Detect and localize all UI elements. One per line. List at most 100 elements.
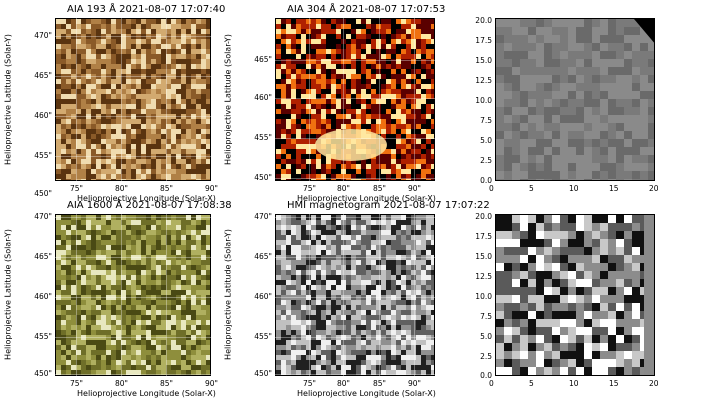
- x-tick-label: 90": [205, 184, 218, 193]
- y-tick-label: 2.5: [480, 156, 492, 165]
- grid-line: [55, 116, 211, 117]
- image-panel: [55, 18, 211, 181]
- x-tick-label: 90": [408, 379, 421, 388]
- grid-line: [55, 374, 211, 375]
- panel-title: AIA 304 Å 2021-08-07 17:07:53: [287, 4, 446, 15]
- y-tick-label: 470": [34, 31, 52, 40]
- y-tick-label: 2.5: [480, 352, 492, 361]
- grid-line: [55, 76, 211, 77]
- grid-line: [343, 18, 344, 181]
- grid-line: [55, 156, 211, 157]
- grid-line: [275, 257, 435, 258]
- x-tick-label: 5: [529, 379, 534, 388]
- grid-line: [275, 217, 435, 218]
- grid-line: [414, 214, 415, 376]
- grid-line: [76, 214, 77, 376]
- grid-line: [275, 138, 435, 139]
- x-tick-label: 80": [115, 379, 128, 388]
- y-tick-label: 460": [254, 292, 272, 301]
- grid-line: [55, 36, 211, 37]
- x-tick-label: 10: [569, 379, 579, 388]
- grid-line: [55, 217, 211, 218]
- y-tick-label: 465": [34, 252, 52, 261]
- image-texture: [56, 215, 210, 375]
- image-texture: [56, 19, 210, 180]
- y-tick-label: 15.0: [475, 56, 492, 65]
- x-tick-label: 5: [529, 184, 534, 193]
- y-tick-label: 17.5: [475, 232, 492, 241]
- x-tick-label: 0: [489, 379, 494, 388]
- x-axis-label: Helioprojective Longitude (Solar-X): [297, 194, 436, 203]
- y-axis-label: Helioprojective Latitude (Solar-Y): [3, 229, 13, 360]
- panel-title: AIA 193 Å 2021-08-07 17:07:40: [67, 4, 226, 15]
- y-tick-label: 12.5: [475, 272, 492, 281]
- y-tick-label: 10.0: [475, 292, 492, 301]
- x-tick-label: 15: [609, 379, 619, 388]
- y-tick-label: 455": [34, 151, 52, 160]
- y-tick-label: 455": [254, 332, 272, 341]
- grid-line: [275, 60, 435, 61]
- y-tick-label: 450": [34, 369, 52, 378]
- y-tick-label: 465": [34, 71, 52, 80]
- y-tick-label: 465": [254, 55, 272, 64]
- y-tick-label: 10.0: [475, 96, 492, 105]
- x-tick-label: 75": [70, 379, 83, 388]
- y-tick-label: 470": [34, 212, 52, 221]
- image-panel: [495, 18, 655, 181]
- x-tick-label: 75": [303, 379, 316, 388]
- x-tick-label: 85": [373, 184, 386, 193]
- image-panel: [495, 214, 655, 376]
- x-tick-label: 75": [303, 184, 316, 193]
- x-axis-label: Helioprojective Longitude (Solar-X): [77, 389, 216, 398]
- grid-line: [166, 214, 167, 376]
- x-tick-label: 85": [160, 184, 173, 193]
- x-tick-label: 80": [337, 184, 350, 193]
- y-tick-label: 12.5: [475, 76, 492, 85]
- y-tick-label: 15.0: [475, 252, 492, 261]
- y-tick-label: 465": [254, 252, 272, 261]
- y-tick-label: 450": [254, 173, 272, 182]
- grid-line: [76, 18, 77, 181]
- y-tick-label: 20.0: [475, 212, 492, 221]
- x-tick-label: 0: [489, 184, 494, 193]
- x-tick-label: 20: [649, 379, 659, 388]
- x-tick-label: 80": [337, 379, 350, 388]
- y-tick-label: 17.5: [475, 36, 492, 45]
- grid-line: [121, 214, 122, 376]
- grid-line: [379, 18, 380, 181]
- grid-line: [275, 374, 435, 375]
- y-tick-label: 20.0: [475, 16, 492, 25]
- y-tick-label: 0.0: [480, 176, 492, 185]
- image-panel: [275, 214, 435, 376]
- y-tick-label: 450": [254, 369, 272, 378]
- x-tick-label: 80": [115, 184, 128, 193]
- image-texture: [276, 215, 434, 375]
- grid-line: [414, 18, 415, 181]
- y-tick-label: 7.5: [480, 312, 492, 321]
- x-tick-label: 90": [408, 184, 421, 193]
- image-texture: [496, 19, 654, 180]
- image-texture: [276, 19, 434, 180]
- grid-line: [121, 18, 122, 181]
- y-axis-label: Helioprojective Latitude (Solar-Y): [223, 229, 233, 360]
- y-tick-label: 455": [254, 133, 272, 142]
- image-panel: [275, 18, 435, 181]
- grid-line: [55, 194, 211, 195]
- y-tick-label: 5.0: [480, 136, 492, 145]
- x-axis-label: Helioprojective Longitude (Solar-X): [77, 194, 216, 203]
- image-texture: [496, 215, 654, 375]
- grid-line: [309, 18, 310, 181]
- y-tick-label: 450": [34, 189, 52, 198]
- y-axis-label: Helioprojective Latitude (Solar-Y): [223, 33, 233, 165]
- grid-line: [275, 178, 435, 179]
- x-tick-label: 90": [205, 379, 218, 388]
- x-tick-label: 15: [609, 184, 619, 193]
- y-axis-label: Helioprojective Latitude (Solar-Y): [3, 33, 13, 165]
- grid-line: [275, 297, 435, 298]
- image-panel: [55, 214, 211, 376]
- grid-line: [309, 214, 310, 376]
- x-tick-label: 85": [373, 379, 386, 388]
- x-tick-label: 75": [70, 184, 83, 193]
- y-tick-label: 460": [34, 111, 52, 120]
- grid-line: [166, 18, 167, 181]
